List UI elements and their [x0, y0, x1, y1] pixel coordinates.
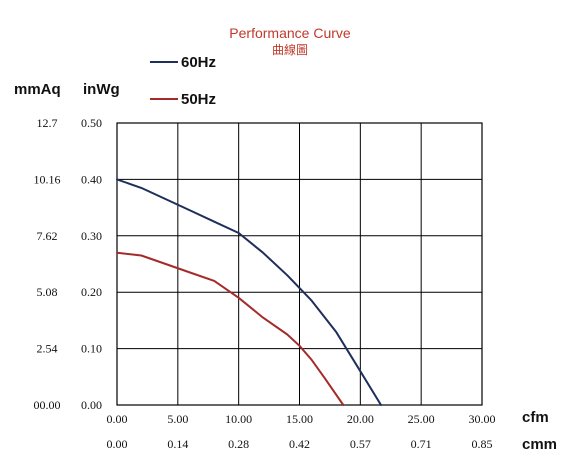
- series-line-60hz: [116, 178, 382, 406]
- y-tick-inwg: 0.50: [81, 116, 102, 130]
- x-tick-cmm: 0.14: [167, 437, 188, 451]
- x-tick-cfm: 5.00: [167, 412, 188, 426]
- x-tick-cfm: 15.00: [286, 412, 313, 426]
- y-tick-inwg: 0.00: [81, 398, 102, 412]
- y-axis-label-mmaq: mmAq: [14, 81, 61, 98]
- plot-frame: [116, 122, 483, 406]
- legend-label-50hz: 50Hz: [181, 91, 216, 108]
- y-tick-mmaq: 7.62: [37, 229, 58, 243]
- series-line-50hz: [116, 251, 345, 406]
- x-tick-cmm: 0.85: [472, 437, 493, 451]
- y-tick-inwg: 0.10: [81, 342, 102, 356]
- x-tick-cmm: 0.00: [107, 437, 128, 451]
- y-tick-inwg: 0.30: [81, 229, 102, 243]
- chart-title: Performance Curve: [229, 25, 351, 41]
- x-tick-cmm: 0.57: [350, 437, 371, 451]
- x-tick-cfm: 0.00: [107, 412, 128, 426]
- legend: 60Hz 50Hz: [150, 54, 216, 108]
- x-axis-label-cfm: cfm: [522, 409, 549, 426]
- y-tick-mmaq: 12.7: [37, 116, 58, 130]
- x-tick-cfm: 10.00: [225, 412, 252, 426]
- y-tick-mmaq: 10.16: [34, 172, 61, 186]
- chart-subtitle: 曲線圖: [272, 42, 308, 57]
- x-tick-cmm: 0.71: [411, 437, 432, 451]
- y-tick-mmaq: 2.54: [37, 342, 58, 356]
- y-axis-label-inwg: inWg: [83, 81, 120, 98]
- grid: [116, 122, 483, 406]
- x-tick-cfm: 20.00: [347, 412, 374, 426]
- x-axis-label-cmm: cmm: [522, 436, 557, 453]
- legend-label-60hz: 60Hz: [181, 54, 216, 71]
- y-tick-mmaq: 5.08: [37, 285, 58, 299]
- x-tick-cfm: 30.00: [469, 412, 496, 426]
- x-tick-cmm: 0.42: [289, 437, 310, 451]
- y-tick-inwg: 0.20: [81, 285, 102, 299]
- y-tick-mmaq: 00.00: [34, 398, 61, 412]
- tick-labels: 0.00 5.00 10.00 15.00 20.00 25.00 30.00 0.00 0.1…: [34, 116, 496, 451]
- curves: [116, 178, 382, 406]
- x-tick-cmm: 0.28: [228, 437, 249, 451]
- y-tick-inwg: 0.40: [81, 172, 102, 186]
- x-tick-cfm: 25.00: [408, 412, 435, 426]
